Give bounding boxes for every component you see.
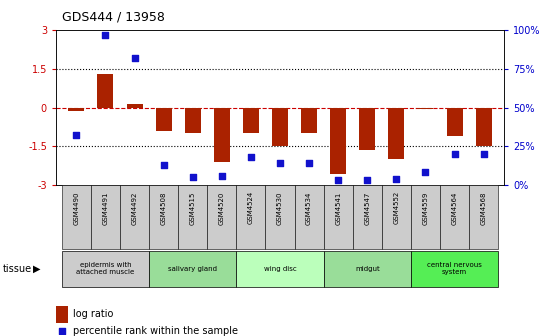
Bar bbox=[149, 251, 236, 287]
Text: GSM4568: GSM4568 bbox=[480, 191, 487, 225]
Bar bbox=[417, 108, 433, 109]
Bar bbox=[156, 108, 171, 131]
Bar bbox=[411, 251, 498, 287]
Point bbox=[334, 177, 343, 183]
Bar bbox=[411, 185, 440, 249]
Point bbox=[421, 170, 430, 175]
Text: midgut: midgut bbox=[355, 266, 380, 272]
Point bbox=[72, 133, 81, 138]
Point bbox=[58, 328, 67, 333]
Text: GSM4508: GSM4508 bbox=[161, 191, 167, 225]
Bar bbox=[301, 108, 317, 133]
Bar bbox=[324, 251, 411, 287]
Bar bbox=[91, 185, 120, 249]
Text: GSM4515: GSM4515 bbox=[190, 191, 196, 224]
Point bbox=[479, 151, 488, 157]
Text: GDS444 / 13958: GDS444 / 13958 bbox=[62, 10, 165, 24]
Text: GSM4490: GSM4490 bbox=[73, 191, 80, 225]
Bar bbox=[236, 185, 265, 249]
Bar bbox=[353, 185, 382, 249]
Text: log ratio: log ratio bbox=[73, 309, 113, 319]
Bar bbox=[475, 108, 492, 146]
Bar bbox=[236, 251, 324, 287]
Text: GSM4520: GSM4520 bbox=[219, 191, 225, 224]
Bar bbox=[272, 108, 288, 146]
Text: ▶: ▶ bbox=[32, 264, 40, 274]
Bar bbox=[446, 108, 463, 136]
Text: GSM4541: GSM4541 bbox=[335, 191, 341, 224]
Bar bbox=[324, 185, 353, 249]
Bar bbox=[243, 108, 259, 133]
Bar bbox=[389, 108, 404, 159]
Bar bbox=[97, 74, 114, 108]
Text: central nervous
system: central nervous system bbox=[427, 262, 482, 275]
Point bbox=[101, 32, 110, 38]
Bar bbox=[62, 251, 149, 287]
Point bbox=[276, 161, 284, 166]
Text: GSM4547: GSM4547 bbox=[364, 191, 370, 224]
Text: GSM4492: GSM4492 bbox=[132, 191, 138, 224]
Bar bbox=[62, 185, 91, 249]
Bar bbox=[295, 185, 324, 249]
Point bbox=[159, 162, 168, 167]
Text: salivary gland: salivary gland bbox=[168, 266, 217, 272]
Text: GSM4524: GSM4524 bbox=[248, 191, 254, 224]
Bar bbox=[120, 185, 149, 249]
Text: GSM4534: GSM4534 bbox=[306, 191, 312, 224]
Text: GSM4559: GSM4559 bbox=[422, 191, 428, 224]
Bar bbox=[185, 108, 200, 133]
Text: wing disc: wing disc bbox=[264, 266, 296, 272]
Bar bbox=[149, 185, 178, 249]
Bar bbox=[265, 185, 295, 249]
Text: epidermis with
attached muscle: epidermis with attached muscle bbox=[76, 262, 134, 275]
Bar bbox=[207, 185, 236, 249]
Text: percentile rank within the sample: percentile rank within the sample bbox=[73, 326, 238, 336]
Bar bbox=[382, 185, 411, 249]
Point bbox=[363, 177, 372, 183]
Text: GSM4530: GSM4530 bbox=[277, 191, 283, 225]
Text: tissue: tissue bbox=[3, 264, 32, 274]
Text: GSM4552: GSM4552 bbox=[393, 191, 399, 224]
Point bbox=[217, 173, 226, 178]
Bar bbox=[440, 185, 469, 249]
Text: GSM4491: GSM4491 bbox=[102, 191, 109, 225]
Bar bbox=[360, 108, 375, 150]
Bar bbox=[469, 185, 498, 249]
Point bbox=[392, 176, 401, 181]
Point bbox=[246, 154, 255, 160]
Point bbox=[130, 55, 139, 61]
Bar bbox=[214, 108, 230, 162]
Bar bbox=[178, 185, 207, 249]
Point bbox=[450, 151, 459, 157]
Bar bbox=[68, 108, 85, 112]
Bar bbox=[127, 103, 143, 108]
Point bbox=[188, 174, 197, 180]
Bar bbox=[330, 108, 346, 174]
Point bbox=[305, 161, 314, 166]
Text: GSM4564: GSM4564 bbox=[451, 191, 458, 224]
